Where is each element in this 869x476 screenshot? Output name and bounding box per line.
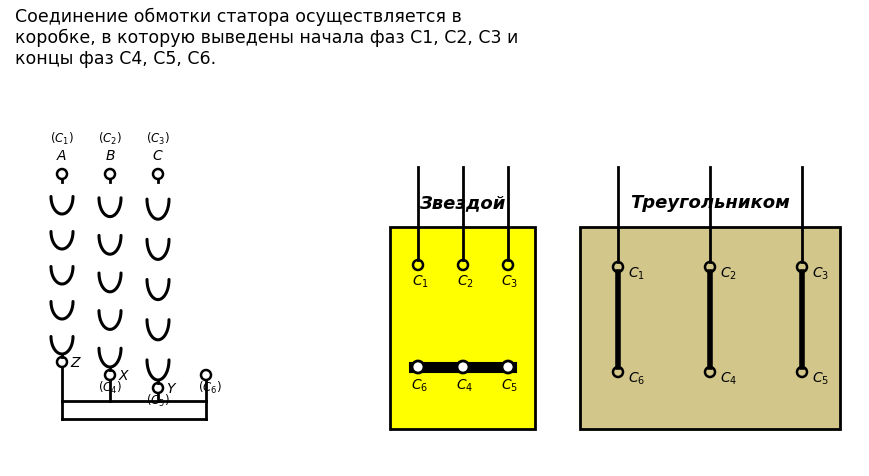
Text: $(C_1)$: $(C_1)$	[50, 131, 74, 147]
Text: $C_3$: $C_3$	[811, 266, 828, 282]
Text: Соединение обмотки статора осуществляется в
коробке, в которую выведены начала ф: Соединение обмотки статора осуществляетс…	[15, 8, 518, 68]
Text: $B$: $B$	[104, 149, 116, 163]
Text: $C_1$: $C_1$	[411, 273, 428, 290]
Circle shape	[412, 361, 423, 373]
Text: $C$: $C$	[152, 149, 163, 163]
Text: $(C_4)$: $(C_4)$	[98, 379, 122, 395]
Text: $C_4$: $C_4$	[456, 377, 473, 394]
Circle shape	[456, 361, 468, 373]
Text: $C_6$: $C_6$	[411, 377, 428, 394]
Text: Треугольником: Треугольником	[629, 194, 789, 211]
Text: $(C_3)$: $(C_3)$	[146, 131, 169, 147]
Bar	[580, 228, 839, 429]
Text: $C_1$: $C_1$	[627, 266, 644, 282]
Text: $Y$: $Y$	[166, 381, 177, 395]
Text: Звездой: Звездой	[419, 194, 505, 211]
Text: $C_4$: $C_4$	[720, 370, 736, 387]
Text: $C_6$: $C_6$	[627, 370, 645, 387]
Text: $X$: $X$	[118, 368, 130, 382]
Circle shape	[501, 361, 514, 373]
Text: $C_2$: $C_2$	[720, 266, 736, 282]
Text: $(C_5)$: $(C_5)$	[146, 392, 169, 408]
Text: $(C_2)$: $(C_2)$	[98, 131, 122, 147]
Text: $(C_6)$: $(C_6)$	[198, 379, 222, 395]
Bar	[409, 363, 515, 372]
Text: $C_5$: $C_5$	[811, 370, 828, 387]
Text: $C_2$: $C_2$	[456, 273, 473, 290]
Text: $C_3$: $C_3$	[501, 273, 518, 290]
Text: $Z$: $Z$	[70, 355, 82, 369]
Text: $C_5$: $C_5$	[501, 377, 518, 394]
Bar	[389, 228, 534, 429]
Text: $A$: $A$	[56, 149, 68, 163]
